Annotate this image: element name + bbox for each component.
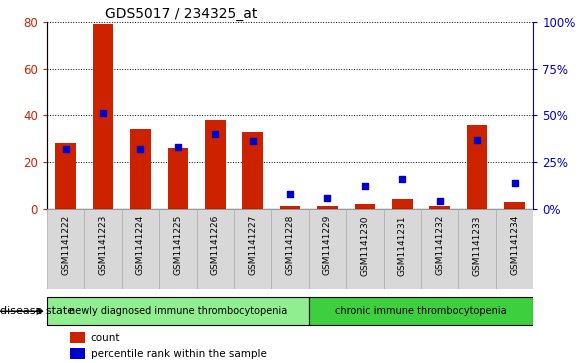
Bar [84,209,122,289]
Bar [421,209,458,289]
Point [510,180,519,185]
Bar [122,209,159,289]
Bar [47,297,309,325]
Text: GSM1141223: GSM1141223 [98,215,107,276]
Bar [467,125,488,209]
Text: GSM1141233: GSM1141233 [473,215,482,276]
Text: GSM1141226: GSM1141226 [211,215,220,276]
Text: GSM1141229: GSM1141229 [323,215,332,276]
Point [323,195,332,200]
Bar [55,143,76,209]
Bar [93,24,113,209]
Bar [430,207,450,209]
Point [210,131,220,137]
Bar [234,209,271,289]
Bar [384,209,421,289]
Text: GSM1141231: GSM1141231 [398,215,407,276]
Text: GSM1141232: GSM1141232 [435,215,444,276]
Bar [243,132,263,209]
Bar [47,209,84,289]
Point [98,110,108,116]
Bar [505,202,525,209]
Text: GSM1141227: GSM1141227 [248,215,257,276]
Text: chronic immune thrombocytopenia: chronic immune thrombocytopenia [335,306,507,316]
Bar [159,209,196,289]
Bar [196,209,234,289]
Text: count: count [91,333,120,343]
Bar [130,129,151,209]
Text: GSM1141228: GSM1141228 [285,215,295,276]
Point [136,146,145,152]
Bar [205,120,226,209]
Bar [355,204,375,209]
Bar [309,209,346,289]
Bar [70,332,85,343]
Bar [317,207,338,209]
Text: GSM1141225: GSM1141225 [173,215,182,276]
Bar [392,199,413,209]
Text: GDS5017 / 234325_at: GDS5017 / 234325_at [105,7,258,21]
Bar [309,297,533,325]
Bar [70,348,85,359]
Bar [280,207,301,209]
Point [360,183,370,189]
Point [285,191,295,197]
Bar [271,209,309,289]
Text: GSM1141222: GSM1141222 [61,215,70,276]
Bar [458,209,496,289]
Bar [346,209,384,289]
Text: newly diagnosed immune thrombocytopenia: newly diagnosed immune thrombocytopenia [69,306,287,316]
Bar [168,148,188,209]
Text: disease state: disease state [0,306,74,316]
Text: percentile rank within the sample: percentile rank within the sample [91,349,267,359]
Point [435,198,444,204]
Bar [496,209,533,289]
Point [398,176,407,182]
Point [472,136,482,142]
Text: GSM1141230: GSM1141230 [360,215,369,276]
Text: GSM1141234: GSM1141234 [510,215,519,276]
Point [61,146,70,152]
Point [248,139,257,144]
Text: GSM1141224: GSM1141224 [136,215,145,276]
Point [173,144,182,150]
